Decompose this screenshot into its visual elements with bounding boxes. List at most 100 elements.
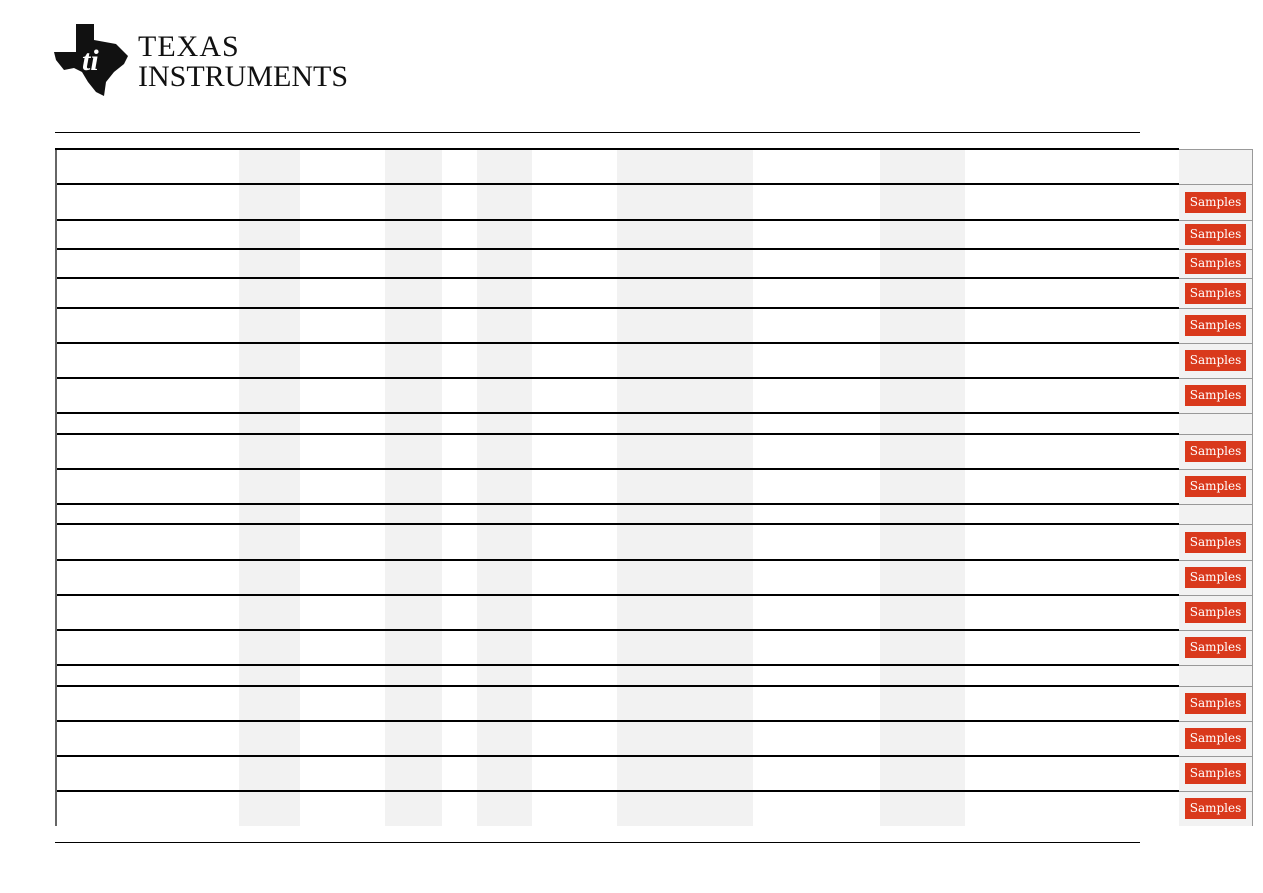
table-cell <box>880 755 965 791</box>
ti-logo: ti TEXAS INSTRUMENTS <box>54 22 384 102</box>
table-cell <box>880 664 965 686</box>
table-cell <box>239 412 300 434</box>
table-cell <box>477 307 532 343</box>
samples-button[interactable]: Samples <box>1184 253 1247 274</box>
table-cell <box>617 559 753 595</box>
table-cell <box>753 503 880 524</box>
table-cell <box>442 790 477 826</box>
table-cell: Samples <box>1179 307 1253 343</box>
samples-button[interactable]: Samples <box>1184 385 1247 406</box>
table-cell <box>442 433 477 469</box>
table-cell <box>300 219 385 249</box>
samples-button[interactable]: Samples <box>1184 441 1247 462</box>
table-cell <box>965 183 1179 220</box>
table-cell: Samples <box>1179 559 1253 595</box>
table-cell <box>965 412 1179 434</box>
bottom-rule <box>55 842 1140 843</box>
table-cell <box>55 629 239 665</box>
table-cell <box>617 148 753 184</box>
table-cell <box>300 433 385 469</box>
table-cell <box>385 183 442 220</box>
table-cell <box>617 248 753 278</box>
table-cell <box>55 594 239 630</box>
table-cell: Samples <box>1179 433 1253 469</box>
table-cell <box>385 523 442 560</box>
table-cell <box>753 433 880 469</box>
table-cell <box>477 664 532 686</box>
table-cell <box>617 685 753 721</box>
table-cell: Samples <box>1179 594 1253 630</box>
samples-button[interactable]: Samples <box>1184 282 1247 304</box>
table-cell <box>753 629 880 665</box>
table-row <box>55 503 1253 524</box>
table-cell <box>753 468 880 504</box>
samples-button[interactable]: Samples <box>1184 798 1247 820</box>
table-cell: Samples <box>1179 720 1253 756</box>
samples-button[interactable]: Samples <box>1184 567 1247 588</box>
table-row: Samples <box>55 468 1253 504</box>
table-cell <box>300 685 385 721</box>
table-cell <box>965 720 1179 756</box>
table-cell <box>442 629 477 665</box>
table-cell <box>617 183 753 220</box>
samples-button[interactable]: Samples <box>1184 637 1247 658</box>
samples-button[interactable]: Samples <box>1184 350 1247 371</box>
table-cell <box>300 412 385 434</box>
table-cell <box>385 148 442 184</box>
table-cell <box>753 183 880 220</box>
table-cell <box>617 377 753 413</box>
table-cell <box>385 277 442 308</box>
samples-button[interactable]: Samples <box>1184 191 1247 213</box>
table-cell <box>300 790 385 826</box>
table-cell <box>385 412 442 434</box>
samples-button[interactable]: Samples <box>1184 728 1247 749</box>
samples-button[interactable]: Samples <box>1184 602 1247 623</box>
samples-button[interactable]: Samples <box>1184 224 1247 245</box>
table-cell <box>300 755 385 791</box>
samples-button[interactable]: Samples <box>1184 693 1247 714</box>
table-row: Samples <box>55 523 1253 560</box>
table-cell <box>385 219 442 249</box>
samples-button[interactable]: Samples <box>1184 531 1247 553</box>
table-cell <box>477 755 532 791</box>
table-cell <box>442 248 477 278</box>
samples-button[interactable]: Samples <box>1184 476 1247 497</box>
table-cell <box>965 594 1179 630</box>
table-cell <box>385 248 442 278</box>
table-cell: Samples <box>1179 685 1253 721</box>
table-cell <box>532 720 617 756</box>
table-cell <box>442 377 477 413</box>
table-cell <box>753 412 880 434</box>
table-cell <box>300 664 385 686</box>
table-cell <box>55 433 239 469</box>
samples-button[interactable]: Samples <box>1184 763 1247 784</box>
table-cell <box>880 559 965 595</box>
table-cell <box>880 629 965 665</box>
table-cell <box>532 342 617 378</box>
table-cell <box>477 342 532 378</box>
table-cell <box>880 594 965 630</box>
table-cell <box>880 503 965 524</box>
table-cell <box>965 790 1179 826</box>
table-cell <box>385 468 442 504</box>
table-cell <box>239 468 300 504</box>
table-cell <box>617 468 753 504</box>
table-cell <box>442 342 477 378</box>
table-row: Samples <box>55 559 1253 595</box>
table-cell <box>239 629 300 665</box>
table-cell <box>1179 148 1253 184</box>
table-cell <box>753 559 880 595</box>
table-cell <box>300 629 385 665</box>
table-cell <box>753 248 880 278</box>
table-cell <box>965 755 1179 791</box>
svg-text:ti: ti <box>82 44 99 77</box>
table-cell <box>532 219 617 249</box>
table-cell <box>300 342 385 378</box>
table-row: Samples <box>55 720 1253 756</box>
table-row: Samples <box>55 307 1253 343</box>
table-cell <box>385 342 442 378</box>
samples-button[interactable]: Samples <box>1184 315 1247 336</box>
table-cell <box>880 219 965 249</box>
logo-line2: INSTRUMENTS <box>138 60 349 93</box>
table-cell: Samples <box>1179 523 1253 560</box>
